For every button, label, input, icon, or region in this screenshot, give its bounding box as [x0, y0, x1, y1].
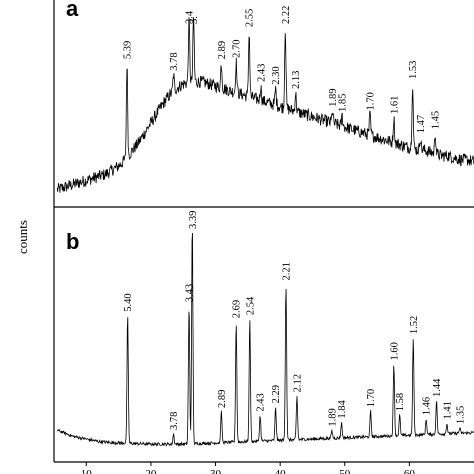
peak-label: 1.89	[328, 88, 339, 106]
peak-label: 1.46	[422, 397, 433, 415]
peak-label: 5.39	[123, 41, 134, 59]
peak-label: 2.43	[256, 393, 267, 411]
peak-label: 3.78	[169, 412, 180, 430]
peak-label: 1.47	[416, 115, 427, 133]
peak-label: 3.	[189, 16, 200, 24]
x-tick-label: 60	[404, 468, 416, 474]
panel-letter: a	[66, 0, 79, 21]
peak-label: 1.35	[455, 406, 466, 424]
peak-label: 2.21	[281, 262, 292, 280]
peak-label: 3.43	[185, 284, 196, 302]
peak-label: 2.54	[245, 296, 256, 315]
panel-a: 5.39 3.78 3.43. 2.89 2.70 2.55 2.43 2.30 2.22 2.1…	[56, 0, 474, 193]
peak-label: 3.78	[169, 52, 180, 70]
x-tick-label: 10	[81, 468, 93, 474]
peak-label: 1.60	[389, 342, 400, 360]
peak-label: 1.61	[389, 96, 400, 114]
y-axis-label: counts	[15, 220, 30, 254]
peak-label: 1.84	[337, 399, 348, 418]
peak-label: 3.4	[185, 10, 196, 24]
peak-label: 1.58	[395, 393, 406, 411]
peak-label: 1.89	[327, 408, 338, 426]
x-tick-label: 30	[210, 468, 222, 474]
panel-b: 5.40 3.78 3.43 3.39 2.89 2.69 2.54 2.43 2.29 2.21…	[56, 211, 474, 448]
plot-frame	[53, 0, 474, 463]
x-tick-label: 20	[145, 468, 157, 474]
x-axis: 10 20 30 40 50 60	[81, 462, 416, 474]
peak-label: 5.40	[123, 293, 134, 311]
x-tick-label: 50	[339, 468, 351, 474]
peak-label: 2.22	[281, 6, 292, 24]
peak-label: 1.85	[338, 94, 349, 112]
series-line	[56, 232, 474, 448]
peak-label: 2.43	[256, 64, 267, 82]
peak-label: 2.89	[217, 41, 228, 59]
peak-label: 2.89	[217, 390, 228, 408]
peak-label: 1.53	[408, 61, 419, 79]
peak-label: 2.69	[232, 300, 243, 318]
peak-label: 1.52	[409, 316, 420, 334]
peak-label: 2.30	[271, 66, 282, 84]
peak-label: 1.70	[366, 389, 377, 407]
peak-label: 2.70	[232, 39, 243, 57]
peak-label: 1.41	[442, 401, 453, 419]
panel-letter: b	[66, 229, 79, 254]
peak-label: 2.12	[292, 374, 303, 392]
series-line	[56, 17, 474, 193]
peak-label: 1.44	[432, 378, 443, 397]
x-tick-label: 40	[275, 468, 287, 474]
peak-label: 1.45	[431, 111, 442, 129]
peak-label: 3.39	[188, 211, 199, 229]
peak-label: 2.13	[291, 71, 302, 89]
peak-label: 2.55	[245, 9, 256, 27]
peak-label: 1.70	[365, 92, 376, 110]
peak-label: 2.29	[271, 385, 282, 403]
